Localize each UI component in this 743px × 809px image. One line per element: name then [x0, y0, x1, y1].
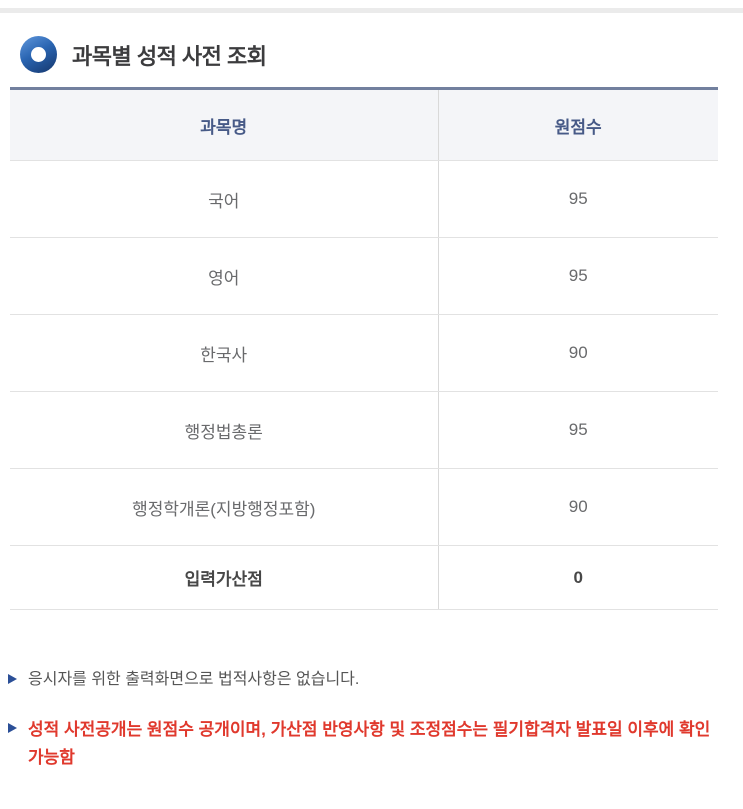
column-header-subject: 과목명 [10, 88, 439, 161]
note-legal-text: 응시자를 위한 출력화면으로 법적사항은 없습니다. [28, 671, 360, 688]
table-row: 한국사 90 [10, 314, 718, 392]
subject-cell: 한국사 [10, 314, 439, 392]
donut-icon-hole [31, 47, 46, 62]
triangle-right-icon [8, 723, 17, 734]
table-row: 영어 95 [10, 237, 718, 315]
donut-icon [20, 36, 57, 73]
note-legal: 응시자를 위한 출력화면으로 법적사항은 없습니다. [8, 669, 728, 691]
subject-cell: 국어 [10, 160, 439, 238]
table-row: 국어 95 [10, 160, 718, 238]
score-cell: 90 [438, 314, 718, 392]
note-warning: 성적 사전공개는 원점수 공개이며, 가산점 반영사항 및 조정점수는 필기합격… [8, 716, 728, 772]
note-warning-text: 성적 사전공개는 원점수 공개이며, 가산점 반영사항 및 조정점수는 필기합격… [28, 720, 711, 768]
subject-cell: 행정학개론(지방행정포함) [10, 468, 439, 546]
subject-cell: 입력가산점 [10, 545, 439, 610]
score-table: 과목명 원점수 국어 95 영어 95 한국사 90 행정법총론 95 행정학개… [10, 87, 718, 610]
score-cell: 90 [438, 468, 718, 546]
table-row: 행정학개론(지방행정포함) 90 [10, 468, 718, 546]
notes-section: 응시자를 위한 출력화면으로 법적사항은 없습니다. 성적 사전공개는 원점수 … [8, 669, 728, 772]
triangle-right-icon [8, 674, 17, 684]
top-divider-strip [0, 8, 743, 13]
column-header-score: 원점수 [438, 88, 718, 161]
score-cell: 0 [438, 545, 718, 610]
page-header: 과목별 성적 사전 조회 [0, 0, 743, 73]
table-header-row: 과목명 원점수 [10, 88, 718, 161]
page-title: 과목별 성적 사전 조회 [72, 43, 267, 69]
table-row: 행정법총론 95 [10, 391, 718, 469]
score-cell: 95 [438, 160, 718, 238]
score-cell: 95 [438, 237, 718, 315]
score-cell: 95 [438, 391, 718, 469]
subject-cell: 영어 [10, 237, 439, 315]
subject-cell: 행정법총론 [10, 391, 439, 469]
table-row-bonus-points: 입력가산점 0 [10, 545, 718, 610]
